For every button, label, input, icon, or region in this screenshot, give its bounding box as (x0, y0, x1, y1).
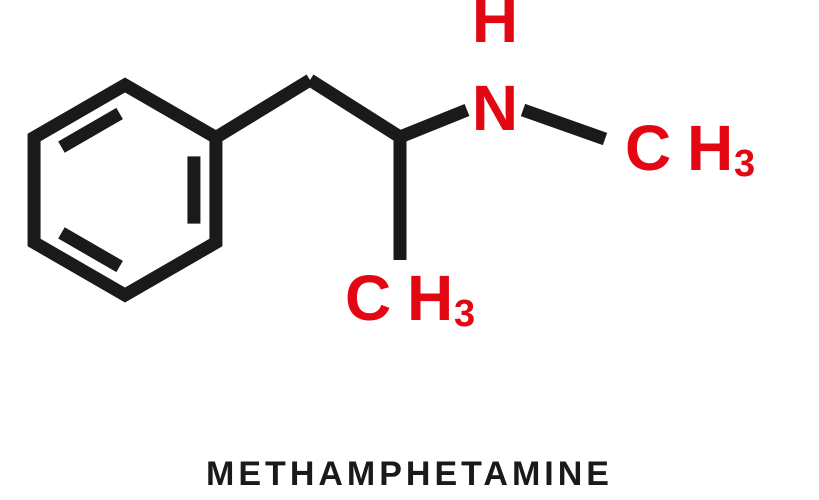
bond-line (310, 80, 400, 137)
atom-label-CH3-top-H: H (687, 112, 733, 184)
molecular-structure: HNCH3CH3 (0, 0, 819, 420)
bond-line (523, 110, 605, 139)
atom-label-CH3-bot-H: H (407, 262, 453, 334)
atom-label-H: H (472, 0, 518, 56)
atom-label-CH3-top-3: 3 (734, 143, 755, 185)
atom-label-CH3-bot-C: C (345, 262, 391, 334)
bond-line (400, 110, 467, 137)
atom-label-CH3-top-C: C (625, 112, 671, 184)
atom-label-N: N (472, 72, 518, 144)
compound-name-label: METHAMPHETAMINE (0, 455, 819, 494)
atom-label-CH3-bot-3: 3 (454, 293, 475, 335)
bond-line (216, 80, 310, 138)
